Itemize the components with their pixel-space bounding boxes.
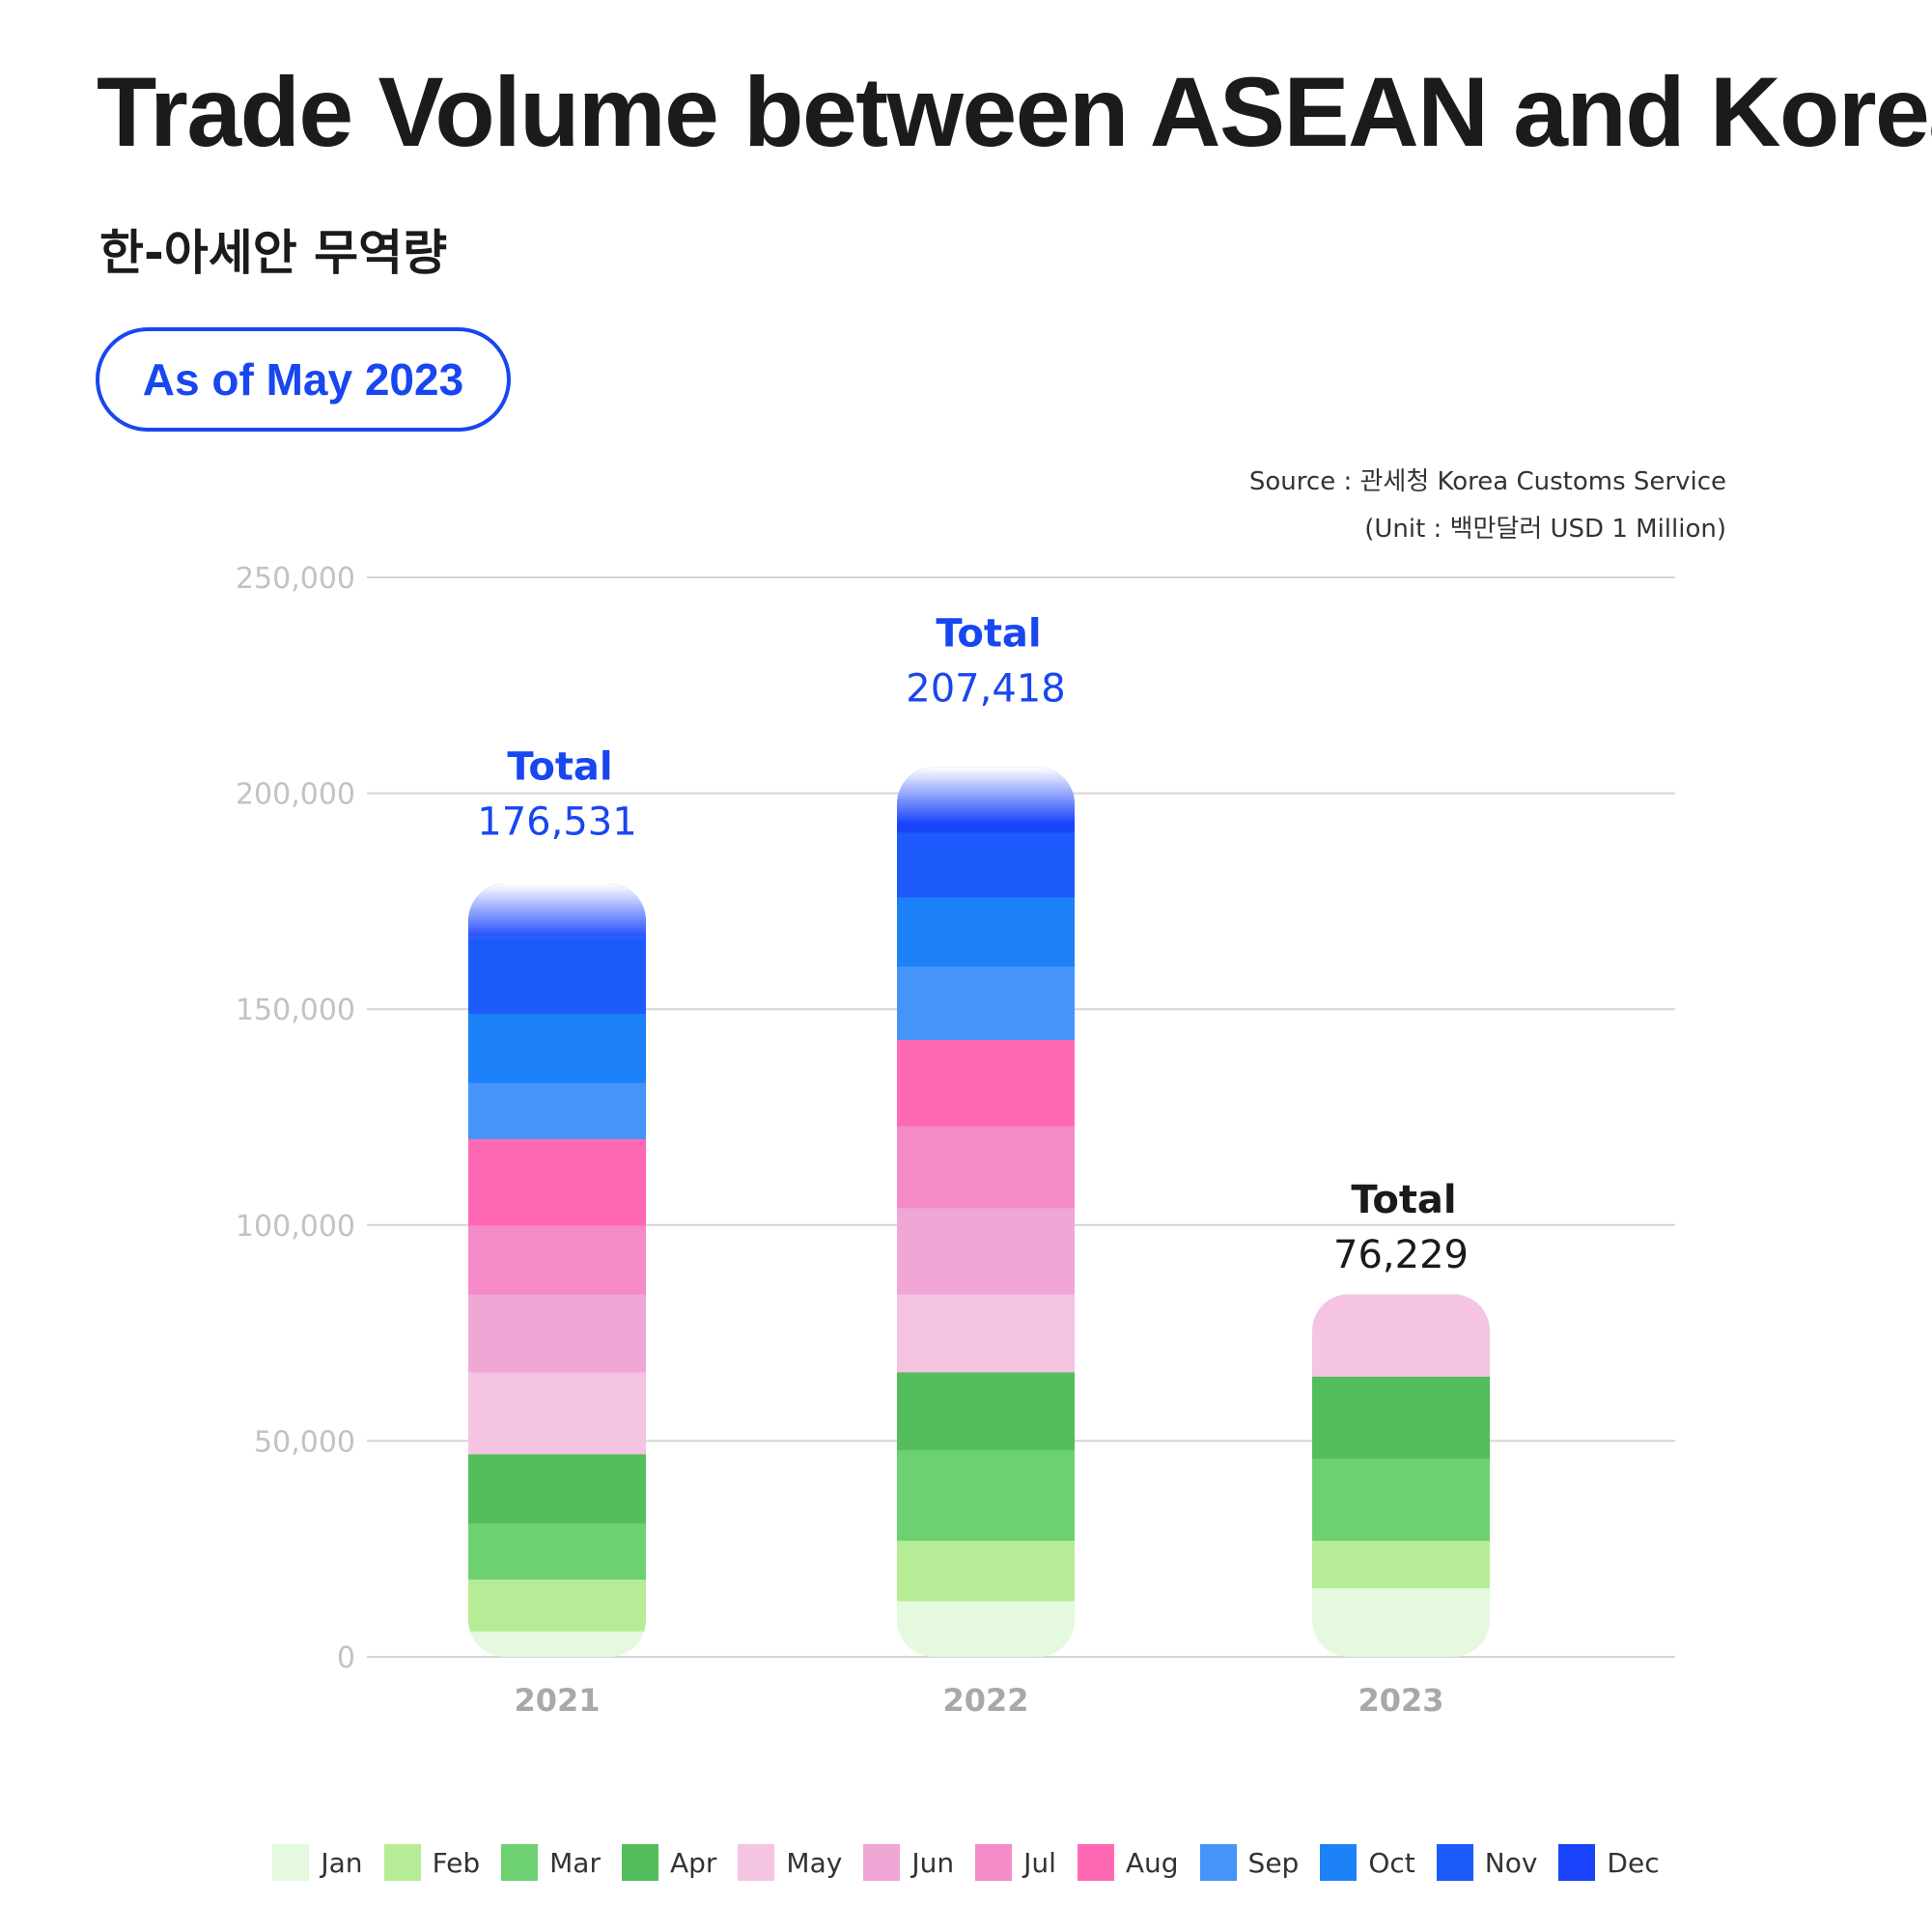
bar-segment-apr (1312, 1376, 1490, 1459)
total-value: 176,531 (477, 800, 636, 845)
bar-2022 (897, 767, 1075, 1657)
legend-item: Jan (272, 1844, 363, 1881)
legend-swatch (738, 1844, 775, 1881)
bar-segment-apr (468, 1453, 646, 1524)
bar-segment-nov (468, 936, 646, 1015)
bar-segment-jun (897, 1207, 1075, 1295)
x-tick-label: 2022 (942, 1682, 1028, 1719)
legend-swatch (272, 1844, 310, 1881)
y-tick-label: 50,000 (254, 1425, 355, 1459)
bar-segment-may (897, 1294, 1075, 1373)
bar-2023 (1312, 1294, 1490, 1658)
legend-item: Jun (863, 1844, 954, 1881)
x-tick-label: 2023 (1358, 1682, 1443, 1719)
legend-label: Oct (1368, 1846, 1415, 1879)
y-tick-label: 100,000 (236, 1210, 355, 1244)
legend-label: Aug (1125, 1846, 1179, 1879)
legend-swatch (1199, 1844, 1237, 1881)
bar-segment-mar (897, 1449, 1075, 1541)
bar-segment-nov (897, 831, 1075, 898)
bar-segment-aug (897, 1039, 1075, 1127)
bar-segment-mar (468, 1523, 646, 1581)
legend-item: Mar (501, 1844, 601, 1881)
bar-segment-may (468, 1371, 646, 1455)
chart-title: Trade Volume between ASEAN and Korea (97, 57, 1932, 167)
legend-item: Dec (1558, 1844, 1660, 1881)
bar-segment-aug (468, 1138, 646, 1226)
bar-segment-oct (468, 1013, 646, 1083)
unit-note: (Unit : 백만달러 USD 1 Million) (1364, 515, 1726, 544)
legend-label: Feb (432, 1846, 481, 1879)
total-labels: Total 176,531 Total 207,418 Total 76,229 (477, 611, 1469, 1277)
legend-swatch (501, 1844, 539, 1881)
legend-item: May (738, 1844, 842, 1881)
bar-segment-feb (468, 1579, 646, 1632)
legend-swatch (1436, 1844, 1473, 1881)
total-value: 76,229 (1333, 1233, 1469, 1277)
bar-segment-may (1312, 1294, 1490, 1377)
total-heading: Total (936, 611, 1041, 656)
legend-item: Aug (1077, 1844, 1179, 1881)
total-heading: Total (507, 745, 612, 790)
y-tick-label: 150,000 (236, 994, 355, 1027)
legend-swatch (1077, 1844, 1114, 1881)
bar-segment-mar (1312, 1458, 1490, 1541)
legend-swatch (383, 1844, 421, 1881)
legend-swatch (1320, 1844, 1358, 1881)
y-tick-label: 200,000 (236, 778, 355, 812)
bar-segment-jun (468, 1294, 646, 1373)
bar-segment-sep (897, 966, 1075, 1041)
legend-item: Jul (975, 1844, 1056, 1881)
bar-segment-jan (897, 1600, 1075, 1657)
stacked-bar-chart: 0 50,000 100,000 150,000 200,000 250,000 Tota… (236, 562, 1675, 1719)
bar-segment-jul (468, 1224, 646, 1295)
legend-label: Mar (549, 1846, 601, 1879)
legend-label: Nov (1484, 1846, 1538, 1879)
bar-segment-jan (1312, 1587, 1490, 1658)
legend-item: Feb (383, 1844, 481, 1881)
total-heading: Total (1351, 1178, 1456, 1222)
legend-swatch (1558, 1844, 1596, 1881)
y-tick-label: 250,000 (236, 562, 355, 596)
legend-swatch (621, 1844, 658, 1881)
bar-segment-feb (1312, 1540, 1490, 1588)
legend-label: Dec (1607, 1846, 1660, 1879)
x-axis-labels: 2021 2022 2023 (514, 1682, 1443, 1719)
bar-segment-jul (897, 1125, 1075, 1209)
chart-subtitle-korean: 한-아세안 무역량 (99, 225, 448, 281)
legend-label: Jul (1023, 1846, 1056, 1879)
total-value: 207,418 (906, 666, 1065, 711)
legend-label: Apr (669, 1846, 717, 1879)
legend-label: Sep (1247, 1846, 1300, 1879)
legend-label: Jan (321, 1846, 363, 1879)
bar-segment-sep (468, 1082, 646, 1139)
bar-2021 (468, 883, 646, 1657)
bar-segment-jan (468, 1631, 646, 1657)
as-of-date-badge: As of May 2023 (96, 327, 511, 432)
source-note: Source : 관세청 Korea Customs Service (1248, 467, 1726, 496)
legend-item: Oct (1320, 1844, 1415, 1881)
bar-top-fade (468, 883, 646, 940)
bar-segment-oct (897, 896, 1075, 966)
legend: Jan Feb Mar Apr May Jun Jul Aug Sep Oct Nov Dec (0, 1844, 1932, 1881)
bar-segment-feb (897, 1540, 1075, 1602)
legend-item: Sep (1199, 1844, 1300, 1881)
as-of-date-label: As of May 2023 (142, 354, 464, 405)
x-tick-label: 2021 (514, 1682, 600, 1719)
legend-item: Apr (621, 1844, 717, 1881)
bar-segment-apr (897, 1371, 1075, 1450)
bars (468, 767, 1490, 1658)
legend-swatch (863, 1844, 901, 1881)
y-axis-tick-labels: 0 50,000 100,000 150,000 200,000 250,000 (236, 562, 355, 1675)
bar-top-fade (897, 767, 1075, 824)
legend-item: Nov (1436, 1844, 1538, 1881)
y-tick-label: 0 (337, 1641, 355, 1675)
legend-swatch (975, 1844, 1013, 1881)
legend-label: Jun (911, 1846, 955, 1879)
legend-label: May (786, 1846, 843, 1879)
